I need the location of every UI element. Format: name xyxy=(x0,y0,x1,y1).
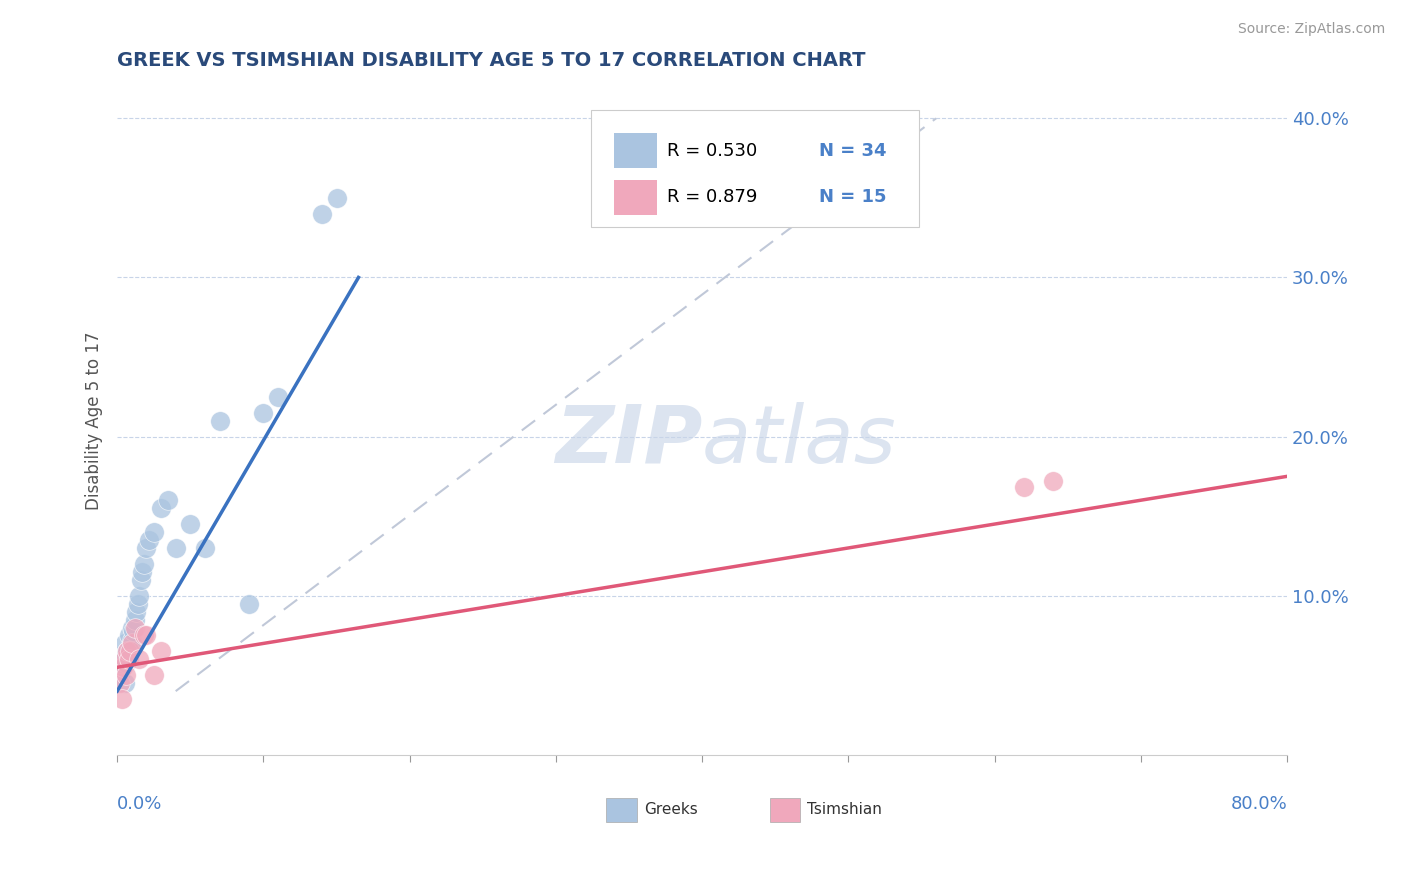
Point xyxy=(311,207,333,221)
Point xyxy=(208,414,231,428)
Point xyxy=(121,633,143,648)
Point xyxy=(267,390,290,404)
Point xyxy=(122,624,145,638)
Point xyxy=(124,613,146,627)
Text: 0.0%: 0.0% xyxy=(117,795,163,813)
Point xyxy=(118,628,141,642)
Point xyxy=(128,652,150,666)
Point xyxy=(117,644,139,658)
Point xyxy=(132,628,155,642)
Text: Greeks: Greeks xyxy=(644,802,697,817)
Point xyxy=(138,533,160,547)
Text: N = 34: N = 34 xyxy=(820,142,887,160)
Point xyxy=(325,191,347,205)
Text: N = 15: N = 15 xyxy=(820,188,887,206)
Point xyxy=(117,644,139,658)
Point xyxy=(120,644,142,658)
Text: R = 0.530: R = 0.530 xyxy=(666,142,758,160)
Point xyxy=(252,406,274,420)
Point xyxy=(129,573,152,587)
Point xyxy=(118,652,141,666)
FancyBboxPatch shape xyxy=(591,110,918,227)
Point xyxy=(115,656,138,670)
Point xyxy=(127,597,149,611)
Y-axis label: Disability Age 5 to 17: Disability Age 5 to 17 xyxy=(86,332,103,510)
Point xyxy=(150,501,173,516)
Point xyxy=(108,676,131,690)
Text: R = 0.879: R = 0.879 xyxy=(666,188,758,206)
Text: 80.0%: 80.0% xyxy=(1230,795,1286,813)
Point xyxy=(114,636,136,650)
Point xyxy=(120,640,142,654)
Text: Source: ZipAtlas.com: Source: ZipAtlas.com xyxy=(1237,22,1385,37)
Point xyxy=(179,517,201,532)
Point xyxy=(238,597,260,611)
Point xyxy=(165,541,187,555)
Point xyxy=(135,628,157,642)
Text: ZIP: ZIP xyxy=(555,401,702,480)
Point xyxy=(110,652,132,666)
Point xyxy=(1012,481,1035,495)
Point xyxy=(121,620,143,634)
Point xyxy=(150,644,173,658)
Text: atlas: atlas xyxy=(702,401,897,480)
FancyBboxPatch shape xyxy=(614,133,657,168)
Point xyxy=(124,620,146,634)
Point xyxy=(131,565,153,579)
Point xyxy=(142,524,165,539)
Text: Tsimshian: Tsimshian xyxy=(807,802,883,817)
Point xyxy=(128,589,150,603)
Point xyxy=(142,668,165,682)
Point xyxy=(108,668,131,682)
Point xyxy=(1042,474,1064,488)
FancyBboxPatch shape xyxy=(614,180,657,215)
Point xyxy=(114,676,136,690)
Point xyxy=(118,652,141,666)
Point xyxy=(110,692,132,706)
Point xyxy=(194,541,217,555)
Text: GREEK VS TSIMSHIAN DISABILITY AGE 5 TO 17 CORRELATION CHART: GREEK VS TSIMSHIAN DISABILITY AGE 5 TO 1… xyxy=(117,51,866,70)
Point xyxy=(121,636,143,650)
Point xyxy=(135,541,157,555)
FancyBboxPatch shape xyxy=(606,797,637,822)
Point xyxy=(157,493,180,508)
Point xyxy=(132,557,155,571)
Point xyxy=(112,660,135,674)
FancyBboxPatch shape xyxy=(770,797,800,822)
Point xyxy=(125,605,148,619)
Point xyxy=(112,660,135,674)
Point xyxy=(115,668,138,682)
Point xyxy=(114,652,136,666)
